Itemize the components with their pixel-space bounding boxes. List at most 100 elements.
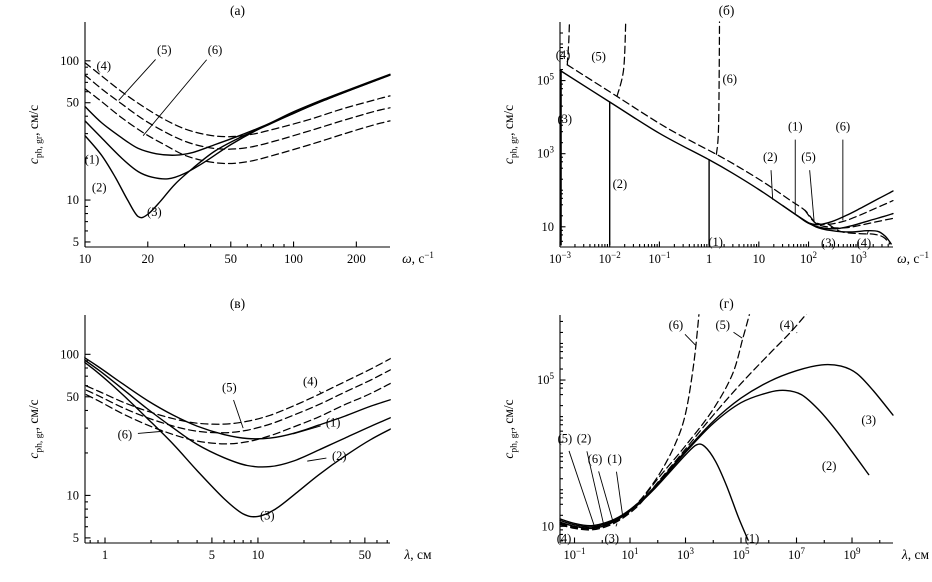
label-leader-line [142,59,207,136]
curve-6 [84,88,391,165]
label-leader-line [733,331,743,339]
curve-label: (1) [326,415,341,429]
curve-2 [559,389,870,528]
curve-3 [84,74,391,219]
label-leader-line [796,332,798,334]
y-tick-label: 103 [537,145,555,161]
curve-6-asymptote [715,21,721,155]
x-axis-label: λ, см [403,547,432,562]
curve-label: (5) [157,43,172,57]
curve-label: (2) [613,177,628,191]
curve-label: (4) [303,375,318,389]
y-tick-label: 10 [542,220,555,234]
curve-label: (2) [92,181,107,195]
curve-5 [84,368,391,434]
curve-label: (6) [118,428,133,442]
panel-title: (г) [719,296,734,311]
curve-label: (3) [604,532,619,546]
curve-label: (6) [588,452,603,466]
x-tick-label: 100 [284,252,303,266]
curve-label: (4) [857,236,872,250]
curve-2 [84,358,391,468]
curve-label: (3) [821,236,836,250]
y-tick-label: 10 [67,193,80,207]
y-axis-label: cph, gr, см/с [26,105,45,164]
label-leader-line [586,451,604,524]
x-tick-label: 101 [622,546,639,562]
x-tick-label: 103 [677,546,695,562]
curve-label: (4) [556,48,571,62]
x-tick-label: 50 [359,548,372,562]
label-leader-line [137,430,164,434]
curve-label: (2) [577,432,592,446]
label-leader-line [233,399,244,429]
curve-label: (1) [708,235,723,249]
y-tick-label: 5 [73,235,79,249]
x-tick-label: 10 [79,252,92,266]
curve-4 [827,223,891,245]
curve-label: (1) [788,120,803,134]
curve-label: (4) [780,318,795,332]
curve-label: (1) [607,452,622,466]
curve-1 [84,73,391,156]
curve-5 [559,314,751,530]
curve-label: (1) [745,532,760,546]
y-axis-label: cph, gr, см/с [501,105,520,164]
x-tick-label: 1 [102,548,108,562]
curve-3 [796,215,892,245]
curve-label: (4) [96,59,111,73]
label-leader-line [615,523,618,527]
y-tick-label: 50 [67,390,80,404]
curve-label: (3) [147,205,162,219]
curve-label: (5) [591,50,606,64]
curve-label: (6) [836,120,851,134]
label-leader-line [770,170,774,200]
label-leader-line [118,59,156,101]
x-tick-label: 10 [252,548,265,562]
y-tick-label: 5 [73,531,79,545]
curve-label: (2) [332,449,347,463]
curve-1 [84,356,391,440]
panel-g: (г) 10−1 101 103 105 107 109 10 105 cph, gr, см/с… [501,296,929,562]
label-leader-line [568,450,595,525]
x-tick-label: 103 [850,250,868,266]
curve-label: (3) [861,413,876,427]
label-leader-line [809,170,815,223]
x-tick-label: 200 [347,252,366,266]
curve-5 [84,74,391,150]
curve-label: (6) [722,72,737,86]
x-tick-label: 10−3 [549,250,572,266]
curve-4-asymptote [566,21,571,66]
y-tick-label: 10 [67,488,80,502]
label-leader-line [307,457,327,462]
label-leader-line [293,425,321,435]
x-tick-label: 10−1 [563,546,585,562]
label-leader-line [319,390,322,394]
panel-b: (б) 10−3 10−2 10−1 1 10 102 103 10 103 105 cph, gr,… [501,3,929,266]
curve-3 [84,361,391,518]
label-leader-line [616,471,624,518]
y-axis-label: cph, gr, см/с [501,399,520,458]
y-tick-label: 100 [60,347,79,361]
x-axis-label: ω, c−1 [402,250,434,266]
curve-label: (5) [558,432,573,446]
curve-label: (3) [558,112,573,126]
curve-4 [84,357,391,425]
curve-label: (5) [222,381,237,395]
curve-label: (5) [715,318,730,332]
x-tick-label: 105 [733,546,751,562]
panel-title: (в) [230,296,245,311]
label-leader-line [598,471,614,522]
curve-label: (6) [669,318,684,332]
x-tick-label: 1 [706,252,712,266]
curve-label: (3) [260,509,275,523]
panel-v: (в) 1 5 10 50 5 10 50 100 cph, gr, см/с λ, см (5) (4… [26,296,432,562]
curve-label: (6) [208,43,223,57]
y-tick-label: 100 [60,54,79,68]
x-tick-label: 102 [800,250,817,266]
x-axis-label: ω, c−1 [897,250,929,266]
panel-title: (б) [719,3,735,18]
